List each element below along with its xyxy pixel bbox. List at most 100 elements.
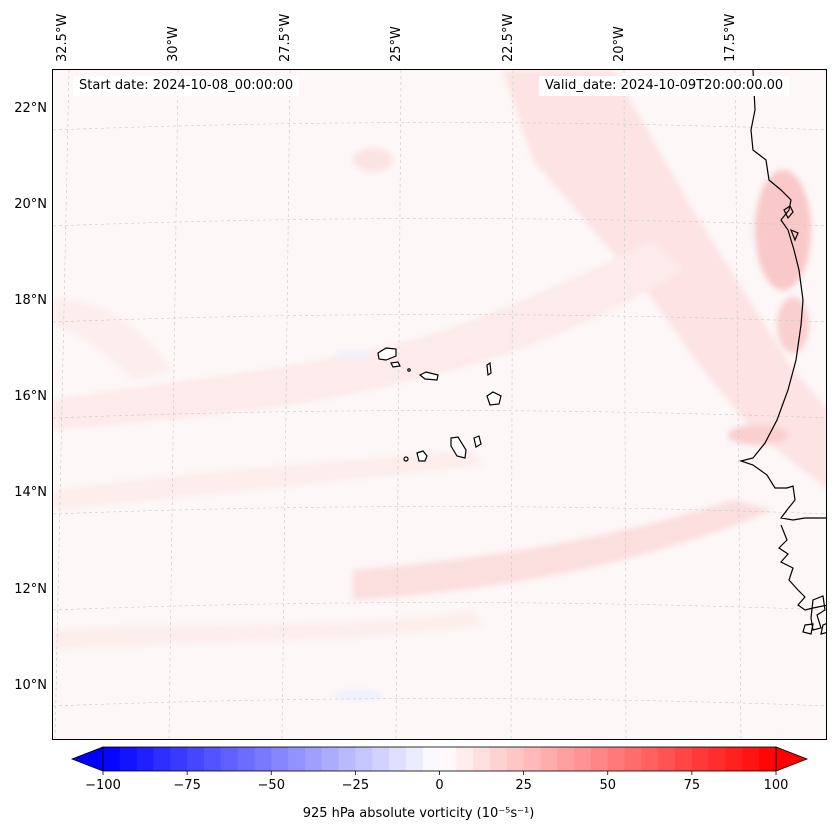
vorticity-max (728, 425, 788, 445)
island-santiago (450, 436, 467, 459)
colorbar-segment (220, 747, 239, 771)
colorbar-segment (641, 747, 659, 771)
island-sao-vicente (390, 361, 401, 368)
colorbar-left-arrow (70, 746, 104, 772)
colorbar-label: 925 hPa absolute vorticity (10⁻⁵s⁻¹) (302, 806, 535, 821)
island-fogo (416, 450, 428, 462)
colorbar-segment (372, 747, 390, 771)
start-date-label: Start date: 2024-10-08_00:00:00 (73, 76, 300, 96)
colorbar-segment (473, 747, 491, 771)
colorbar-segment (338, 747, 356, 771)
lon-label: 30°W (166, 26, 181, 62)
vorticity-min (333, 351, 373, 359)
lon-label: 25°W (389, 26, 404, 62)
cape-verde-islands (377, 347, 502, 462)
latitude-labels: 22°N 20°N 18°N 16°N 14°N 12°N 10°N (14, 101, 47, 693)
vorticity-band (353, 500, 773, 600)
longitude-labels: 32.5°W 30°W 27.5°W 25°W 22.5°W 20°W 17.5… (55, 14, 738, 62)
colorbar-segment (759, 747, 777, 771)
vorticity-band (53, 450, 483, 510)
colorbar-segment (153, 747, 171, 771)
colorbar-tick-label: −75 (173, 778, 200, 793)
colorbar-segment (405, 747, 424, 771)
island-santo-antao (377, 347, 397, 361)
colorbar-segment (489, 747, 508, 771)
colorbar-segment (691, 747, 710, 771)
colorbar-segment (271, 747, 289, 771)
colorbar-segment (590, 747, 609, 771)
colorbar-segment (321, 747, 340, 771)
colorbar-segment (355, 747, 373, 771)
island-santa-luzia (407, 368, 411, 372)
colorbar-segment (540, 747, 558, 771)
vorticity-min (333, 690, 383, 700)
colorbar-segment (422, 747, 440, 771)
vorticity-max (353, 148, 393, 172)
colorbar-tick-label: 0 (435, 778, 443, 793)
colorbar-tick-label: −100 (85, 778, 121, 793)
colorbar-segment (439, 747, 457, 771)
colorbar-segment (574, 747, 592, 771)
island-sal (486, 361, 492, 377)
colorbar-segment (658, 747, 676, 771)
colorbar-segment (607, 747, 626, 771)
colorbar-right-arrow (775, 746, 809, 772)
colorbar-tick-labels: −100 −75 −50 −25 0 25 50 75 100 (85, 778, 788, 793)
map-panel[interactable] (52, 69, 827, 740)
island-brava (403, 456, 409, 462)
vorticity-band (53, 610, 483, 650)
colorbar-tick-label: 50 (599, 778, 616, 793)
colorbar-segment (523, 747, 541, 771)
colorbar-tick-label: 25 (515, 778, 532, 793)
island-boa-vista (486, 391, 502, 406)
lat-label: 22°N (14, 101, 47, 116)
colorbar-segment (557, 747, 575, 771)
lat-label: 18°N (14, 293, 47, 308)
colorbar: −100 −75 −50 −25 0 25 50 75 100 (70, 746, 809, 793)
colorbar-segment (389, 747, 407, 771)
vorticity-map (53, 70, 826, 739)
lat-label: 12°N (14, 582, 47, 597)
colorbar-segment (624, 747, 642, 771)
colorbar-segment (304, 747, 323, 771)
lon-label: 22.5°W (501, 14, 516, 62)
vorticity-max (777, 297, 809, 353)
coastline-africa (738, 70, 826, 635)
lat-label: 16°N (14, 389, 47, 404)
colorbar-segment (103, 747, 121, 771)
lon-label: 17.5°W (723, 14, 738, 62)
colorbar-segment (203, 747, 222, 771)
colorbar-tick-label: −50 (258, 778, 285, 793)
island-sao-nicolau (418, 371, 439, 381)
colorbar-segments (103, 747, 777, 771)
gridlines (53, 70, 826, 739)
colorbar-segment (187, 747, 205, 771)
colorbar-segment (725, 747, 743, 771)
lon-label: 32.5°W (55, 14, 70, 62)
lat-label: 10°N (14, 678, 47, 693)
colorbar-segment (136, 747, 154, 771)
colorbar-tick-label: −25 (342, 778, 369, 793)
colorbar-segment (170, 747, 188, 771)
colorbar-tick-label: 100 (764, 778, 789, 793)
colorbar-segment (456, 747, 474, 771)
colorbar-segment (254, 747, 272, 771)
island-maio (473, 435, 482, 448)
lon-label: 20°W (612, 26, 627, 62)
colorbar-segment (708, 747, 727, 771)
colorbar-segment (119, 747, 138, 771)
vorticity-field (53, 70, 826, 700)
vorticity-band (53, 299, 173, 380)
colorbar-ticks (102, 771, 777, 775)
colorbar-segment (675, 747, 693, 771)
colorbar-segment (288, 747, 306, 771)
colorbar-segment (506, 747, 525, 771)
colorbar-segment (237, 747, 255, 771)
valid-date-label: Valid_date: 2024-10-09T20:00:00.00 (539, 76, 790, 96)
vorticity-max (755, 170, 811, 290)
lon-label: 27.5°W (278, 14, 293, 62)
vorticity-band (53, 240, 683, 430)
lat-label: 20°N (14, 197, 47, 212)
lat-label: 14°N (14, 485, 47, 500)
colorbar-tick-label: 75 (684, 778, 701, 793)
